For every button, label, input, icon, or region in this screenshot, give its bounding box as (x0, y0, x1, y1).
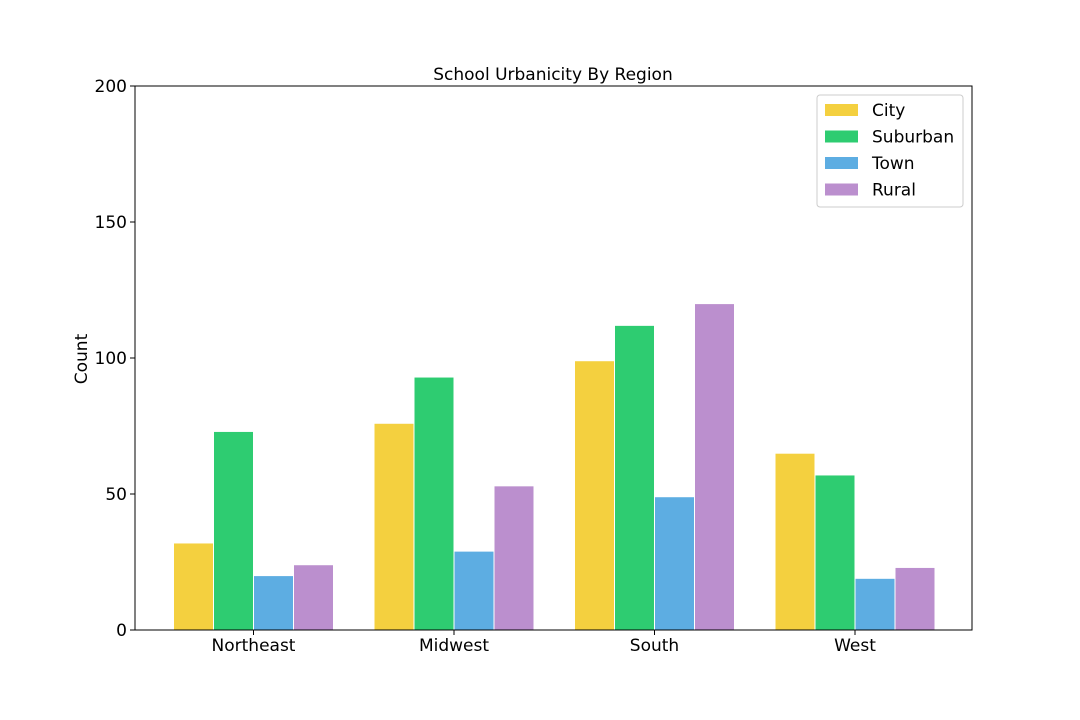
bar-town-midwest (453, 550, 495, 631)
bar-city-south (574, 360, 615, 631)
legend: City Suburban Town Rural (816, 94, 964, 208)
y-tick-label: 50 (105, 485, 127, 505)
x-tick-label: Northeast (212, 636, 296, 656)
legend-label-rural: Rural (872, 181, 916, 201)
x-tick-label: West (834, 636, 876, 656)
y-tick-label: 150 (95, 213, 127, 233)
bar-rural-northeast (293, 564, 334, 631)
legend-label-town: Town (871, 154, 915, 174)
legend-label-city: City (872, 101, 905, 121)
bar-rural-west (894, 566, 936, 631)
bars-group (173, 303, 936, 631)
y-tick-label: 100 (95, 349, 127, 369)
x-tick-label: South (630, 636, 679, 656)
bar-town-south (654, 496, 695, 631)
bar-suburban-northeast (213, 430, 254, 631)
bar-city-midwest (373, 422, 415, 631)
bar-city-northeast (173, 542, 214, 631)
y-tick-label: 0 (116, 621, 127, 641)
x-tick-label: Midwest (419, 636, 489, 656)
legend-swatch-city (825, 104, 858, 116)
legend-swatch-town (825, 157, 858, 169)
bar-rural-south (694, 303, 735, 631)
legend-frame (816, 94, 964, 208)
x-axis: Northeast Midwest South West (212, 630, 876, 656)
y-tick-label: 200 (95, 77, 127, 97)
y-axis-label: Count (72, 333, 92, 384)
bar-town-northeast (253, 575, 294, 631)
legend-swatch-suburban (825, 130, 858, 143)
bar-rural-midwest (493, 485, 535, 631)
chart-title: School Urbanicity By Region (433, 65, 673, 85)
bar-suburban-south (614, 324, 655, 631)
legend-swatch-rural (825, 183, 858, 196)
bar-suburban-midwest (413, 376, 455, 631)
legend-label-suburban: Suburban (872, 128, 954, 148)
bar-town-west (854, 577, 896, 631)
y-axis: 0 50 100 150 200 (95, 77, 135, 641)
bar-city-west (774, 452, 816, 631)
bar-suburban-west (814, 474, 856, 631)
